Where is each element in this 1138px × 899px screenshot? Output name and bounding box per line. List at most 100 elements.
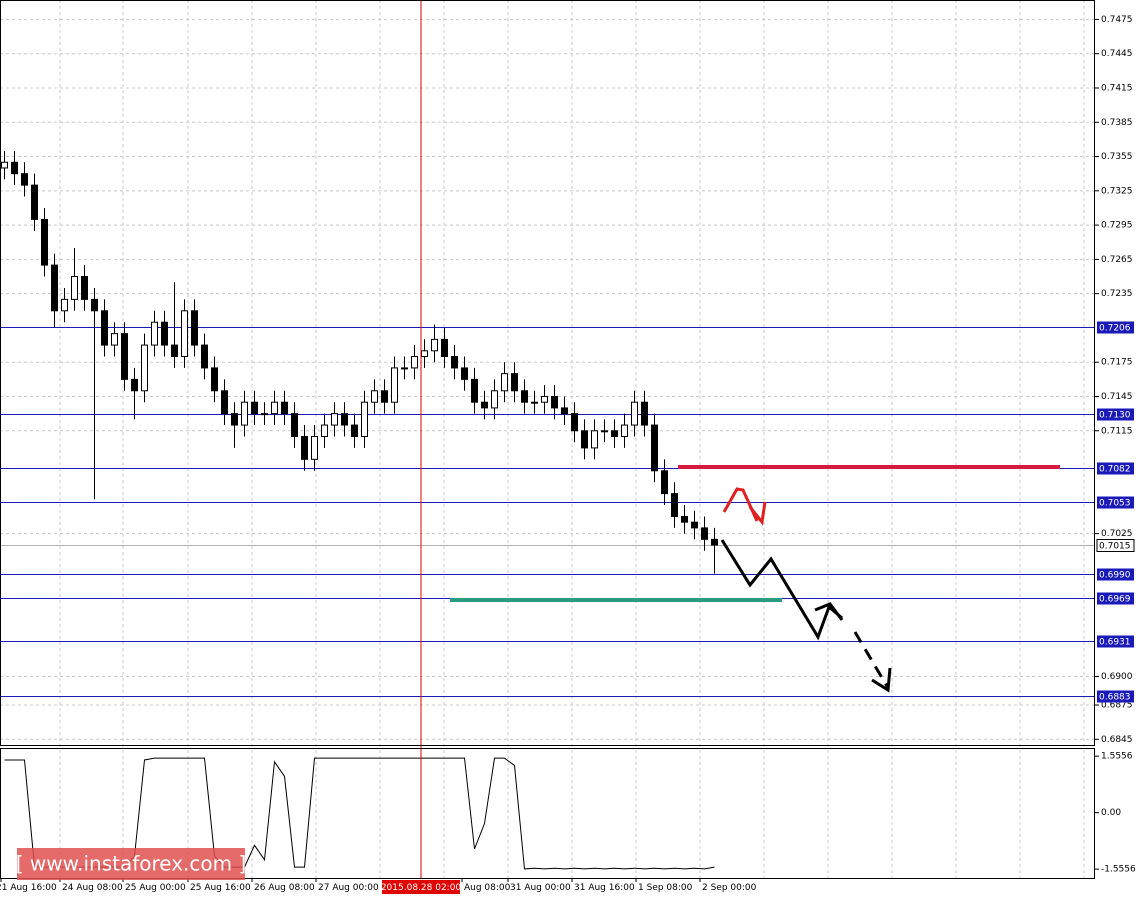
candle-body — [121, 333, 128, 380]
indicator-frame — [0, 748, 1095, 879]
y-tick-label: 0.7445 — [1101, 49, 1133, 59]
y-tick-label: 0.7145 — [1101, 392, 1133, 402]
candle-body — [491, 390, 498, 409]
red-arrow — [722, 487, 759, 522]
candle-body — [331, 413, 338, 426]
level-label-box — [1097, 568, 1134, 581]
candle-body — [681, 515, 688, 523]
y-tick-label: 0.7325 — [1101, 186, 1133, 196]
candle-body — [391, 367, 398, 403]
candle-body — [141, 344, 148, 392]
x-tick-label: 25 Aug 16:00 — [190, 883, 251, 893]
forecast-path — [720, 539, 843, 641]
y-tick-label: 0.6875 — [1101, 701, 1133, 711]
y-tick-label: 0.7265 — [1101, 255, 1133, 265]
candle-body — [661, 470, 668, 495]
candle-body — [171, 344, 178, 358]
candle-body — [561, 407, 568, 415]
x-tick-label: 26 Aug 08:00 — [254, 883, 315, 893]
candle-body — [151, 321, 158, 346]
candle-body — [221, 390, 228, 415]
y-tick-label: 0.7235 — [1101, 289, 1133, 299]
candle-body — [551, 395, 558, 409]
candle-body — [571, 413, 578, 432]
ind-y-tick-label: 1.5556 — [1101, 752, 1133, 762]
candle-body — [701, 527, 708, 540]
candle-body — [441, 338, 448, 358]
candle-body — [381, 390, 388, 403]
candle-body — [591, 430, 598, 449]
level-label-box — [1097, 462, 1134, 475]
candle-body — [461, 367, 468, 380]
candle-body — [241, 401, 248, 426]
x-tick-label: 27 Aug 00:00 — [318, 883, 379, 893]
level-label: 0.7082 — [1099, 465, 1131, 475]
candle-body — [261, 413, 268, 416]
candle-body — [201, 344, 208, 369]
candle-body — [291, 413, 298, 437]
watermark: [ www.instaforex.com ] — [16, 852, 247, 876]
candle-body — [481, 401, 488, 409]
candle-body — [321, 424, 328, 437]
candle-body — [341, 413, 348, 426]
forecast-dashed — [853, 631, 890, 689]
level-label: 0.7053 — [1099, 499, 1131, 509]
candle-body — [231, 413, 238, 426]
level-label: 0.7206 — [1099, 324, 1131, 334]
candle-body — [671, 493, 678, 517]
candle-body — [31, 184, 38, 220]
level-label-box — [1097, 408, 1134, 421]
candle-body — [1, 161, 8, 169]
candle-body — [301, 435, 308, 460]
candle-body — [101, 310, 108, 346]
candle-body — [61, 298, 68, 312]
y-tick-label: 0.7475 — [1101, 15, 1133, 25]
x-tick-label: 24 Aug 08:00 — [62, 883, 123, 893]
candle-body — [511, 373, 518, 392]
level-label: 0.6969 — [1099, 595, 1131, 605]
x-tick-label: 31 Aug 16:00 — [574, 883, 635, 893]
y-tick-label: 0.7025 — [1101, 529, 1133, 539]
candle-body — [91, 298, 98, 312]
red-arrowhead — [748, 501, 767, 526]
level-label: 0.6931 — [1099, 638, 1131, 648]
watermark-box — [17, 848, 245, 880]
candle-body — [131, 378, 138, 392]
y-tick-label: 0.7415 — [1101, 83, 1133, 93]
candle-body — [471, 378, 478, 403]
candle-body — [581, 430, 588, 449]
candle-body — [311, 435, 318, 460]
ind-y-tick-label: -1.5556 — [1101, 865, 1136, 875]
marker-label-box — [382, 880, 460, 894]
candle-body — [191, 310, 198, 346]
candle-body — [501, 373, 508, 392]
y-tick-label: 0.7385 — [1101, 118, 1133, 128]
candle-body — [601, 430, 608, 433]
ind-y-tick-label: 0.00 — [1101, 808, 1121, 818]
candle-body — [351, 424, 358, 437]
candle-body — [431, 338, 438, 352]
candle-body — [251, 401, 258, 415]
candle-body — [691, 521, 698, 529]
candle-body — [521, 390, 528, 403]
marker-label: 2015.08.28 02:00 — [381, 883, 462, 893]
x-tick-label: 21 Aug 16:00 — [0, 883, 57, 893]
x-tick-label: 25 Aug 00:00 — [125, 883, 186, 893]
x-tick-label: 1 Sep 08:00 — [638, 883, 693, 893]
candle-body — [411, 356, 418, 369]
candle-body — [271, 401, 278, 415]
level-label-box — [1097, 496, 1134, 509]
candle-body — [531, 401, 538, 404]
candle-body — [161, 321, 168, 346]
level-label: 0.6990 — [1099, 571, 1131, 581]
level-label-box — [1097, 690, 1134, 703]
y-tick-label: 0.6845 — [1101, 735, 1133, 745]
x-tick-label: 2 Sep 00:00 — [702, 883, 757, 893]
candle-body — [281, 401, 288, 415]
candle-body — [361, 401, 368, 437]
candle-body — [71, 276, 78, 300]
candle-body — [631, 401, 638, 426]
candle-body — [21, 173, 28, 186]
